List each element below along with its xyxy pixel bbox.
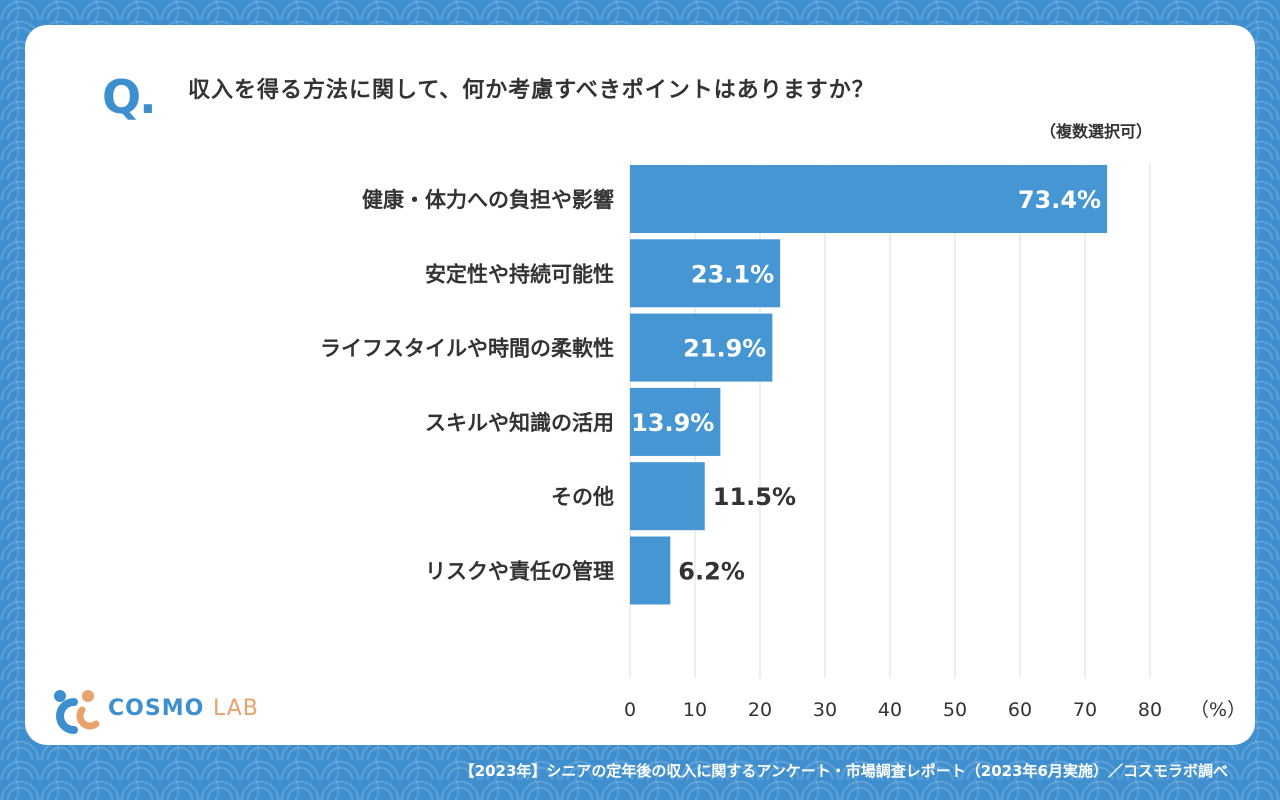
x-tick-label: 20	[748, 699, 772, 721]
bar	[630, 313, 773, 382]
logo-text-lab: LAB	[212, 696, 259, 721]
category-label: その他	[551, 485, 614, 509]
bar	[630, 387, 721, 456]
category-label: 安定性や持続可能性	[425, 262, 614, 286]
category-label: 健康・体力への負担や影響	[362, 188, 614, 212]
x-tick-label: 30	[813, 699, 837, 721]
logo-icon	[54, 690, 100, 734]
data-label: 73.4%	[1018, 186, 1101, 214]
data-label: 6.2%	[678, 558, 745, 586]
x-axis-unit: （%）	[1190, 699, 1246, 721]
data-label: 21.9%	[683, 335, 766, 363]
x-tick-label: 70	[1073, 699, 1097, 721]
logo-text-cosmo: COSMO	[108, 696, 205, 721]
category-label: ライフスタイルや時間の柔軟性	[320, 337, 614, 361]
bar	[630, 165, 1108, 233]
category-label: スキルや知識の活用	[425, 411, 614, 435]
x-tick-label: 40	[878, 699, 902, 721]
bar	[630, 239, 781, 308]
question-mark: Q.	[102, 70, 157, 124]
bar	[630, 536, 671, 605]
category-label: リスクや責任の管理	[425, 560, 614, 584]
x-tick-label: 80	[1138, 699, 1162, 721]
x-tick-label: 0	[624, 699, 636, 721]
x-tick-label: 10	[683, 699, 707, 721]
data-label: 13.9%	[631, 409, 714, 437]
cosmo-lab-logo: COSMO LAB	[46, 686, 258, 736]
x-tick-label: 50	[943, 699, 967, 721]
question-title: 収入を得る方法に関して、何か考慮すべきポイントはありますか？	[188, 78, 875, 103]
multiple-choice-note: （複数選択可）	[1040, 122, 1153, 141]
bar	[630, 462, 705, 531]
x-tick-label: 60	[1008, 699, 1032, 721]
logo-text: COSMO LAB	[108, 696, 259, 721]
data-label: 23.1%	[691, 260, 774, 288]
card	[25, 25, 1255, 745]
source-footer: 【2023年】シニアの定年後の収入に関するアンケート・市場調査レポート（2023…	[459, 762, 1228, 780]
data-label: 11.5%	[713, 483, 796, 511]
